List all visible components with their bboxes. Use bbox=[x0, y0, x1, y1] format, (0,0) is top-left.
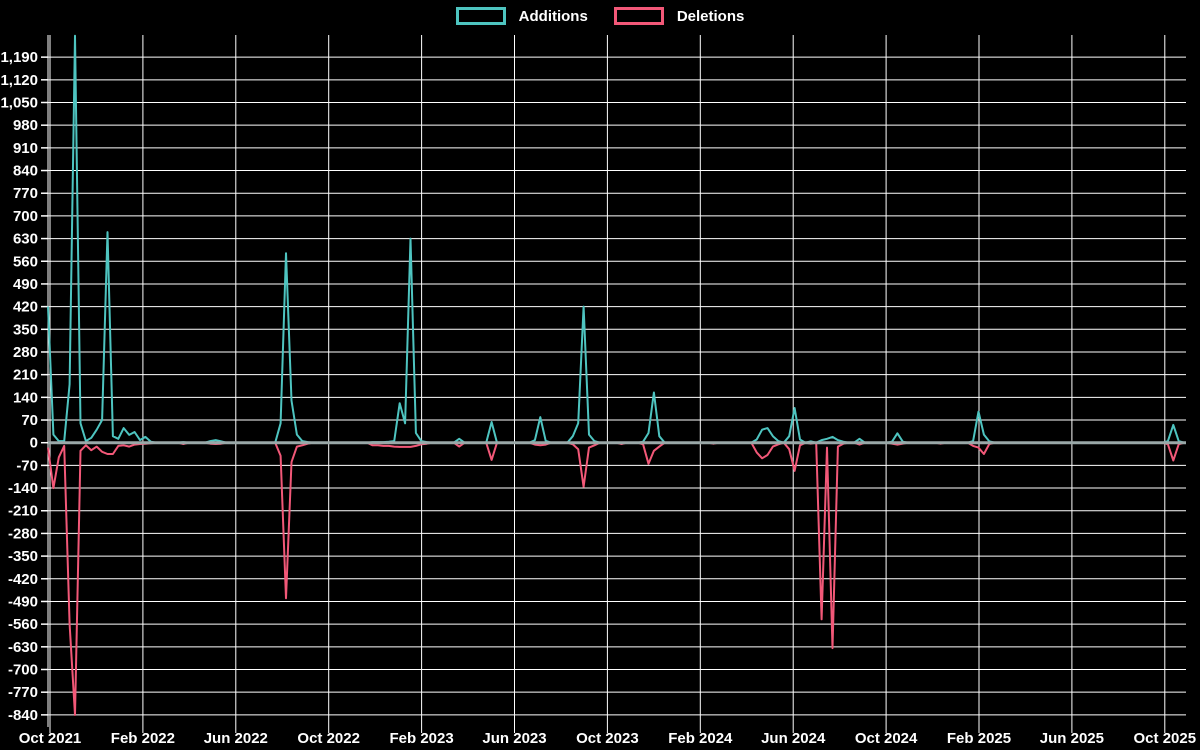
x-tick-label: Jun 2025 bbox=[1040, 730, 1104, 747]
y-tick-label: -420 bbox=[8, 571, 38, 588]
x-tick-label: Oct 2024 bbox=[855, 730, 918, 747]
x-tick-label: Jun 2022 bbox=[204, 730, 268, 747]
additions-swatch-icon bbox=[455, 7, 506, 25]
x-tick-label: Feb 2025 bbox=[947, 730, 1011, 747]
y-tick-label: -210 bbox=[8, 503, 38, 520]
additions-legend-label: Additions bbox=[518, 7, 588, 25]
legend-item-deletions[interactable]: Deletions bbox=[613, 7, 745, 25]
y-tick-label: 1,120 bbox=[0, 72, 38, 89]
y-tick-label: 840 bbox=[13, 163, 38, 180]
y-tick-label: 910 bbox=[13, 140, 38, 157]
x-tick-label: Jun 2023 bbox=[482, 730, 546, 747]
y-tick-label: 420 bbox=[13, 299, 38, 316]
y-tick-label: -840 bbox=[8, 707, 38, 724]
x-tick-label: Feb 2023 bbox=[389, 730, 453, 747]
additions-line bbox=[47, 34, 1186, 444]
y-tick-label: -350 bbox=[8, 548, 38, 565]
legend-item-additions[interactable]: Additions bbox=[455, 7, 588, 25]
y-tick-label: 630 bbox=[13, 231, 38, 248]
y-tick-label: 0 bbox=[30, 435, 38, 452]
x-tick-label: Jun 2024 bbox=[761, 730, 826, 747]
y-tick-label: 490 bbox=[13, 276, 38, 293]
y-tick-label: -700 bbox=[8, 662, 38, 679]
y-tick-label: 280 bbox=[13, 344, 38, 361]
y-tick-label: 770 bbox=[13, 185, 38, 202]
y-tick-label: -630 bbox=[8, 639, 38, 656]
y-tick-label: -140 bbox=[8, 480, 38, 497]
x-tick-label: Oct 2022 bbox=[297, 730, 360, 747]
x-tick-label: Oct 2023 bbox=[576, 730, 639, 747]
y-tick-label: 1,050 bbox=[0, 94, 38, 111]
y-tick-label: 980 bbox=[13, 117, 38, 134]
y-tick-label: -280 bbox=[8, 525, 38, 542]
y-tick-label: -770 bbox=[8, 684, 38, 701]
y-tick-label: 1,190 bbox=[0, 49, 38, 66]
y-tick-label: -70 bbox=[16, 457, 38, 474]
y-tick-label: 700 bbox=[13, 208, 38, 225]
x-tick-label: Oct 2021 bbox=[19, 730, 82, 747]
y-tick-label: 70 bbox=[21, 412, 38, 429]
chart-legend: Additions Deletions bbox=[0, 7, 1200, 25]
x-tick-label: Oct 2025 bbox=[1134, 730, 1197, 747]
deletions-swatch-icon bbox=[613, 7, 664, 25]
y-tick-label: 560 bbox=[13, 253, 38, 270]
y-tick-label: -490 bbox=[8, 593, 38, 610]
deletions-legend-label: Deletions bbox=[676, 7, 745, 25]
y-tick-label: 140 bbox=[13, 389, 38, 406]
y-tick-label: 210 bbox=[13, 367, 38, 384]
y-tick-label: -560 bbox=[8, 616, 38, 633]
x-tick-label: Feb 2022 bbox=[111, 730, 175, 747]
x-tick-label: Feb 2024 bbox=[668, 730, 733, 747]
y-tick-label: 350 bbox=[13, 321, 38, 338]
